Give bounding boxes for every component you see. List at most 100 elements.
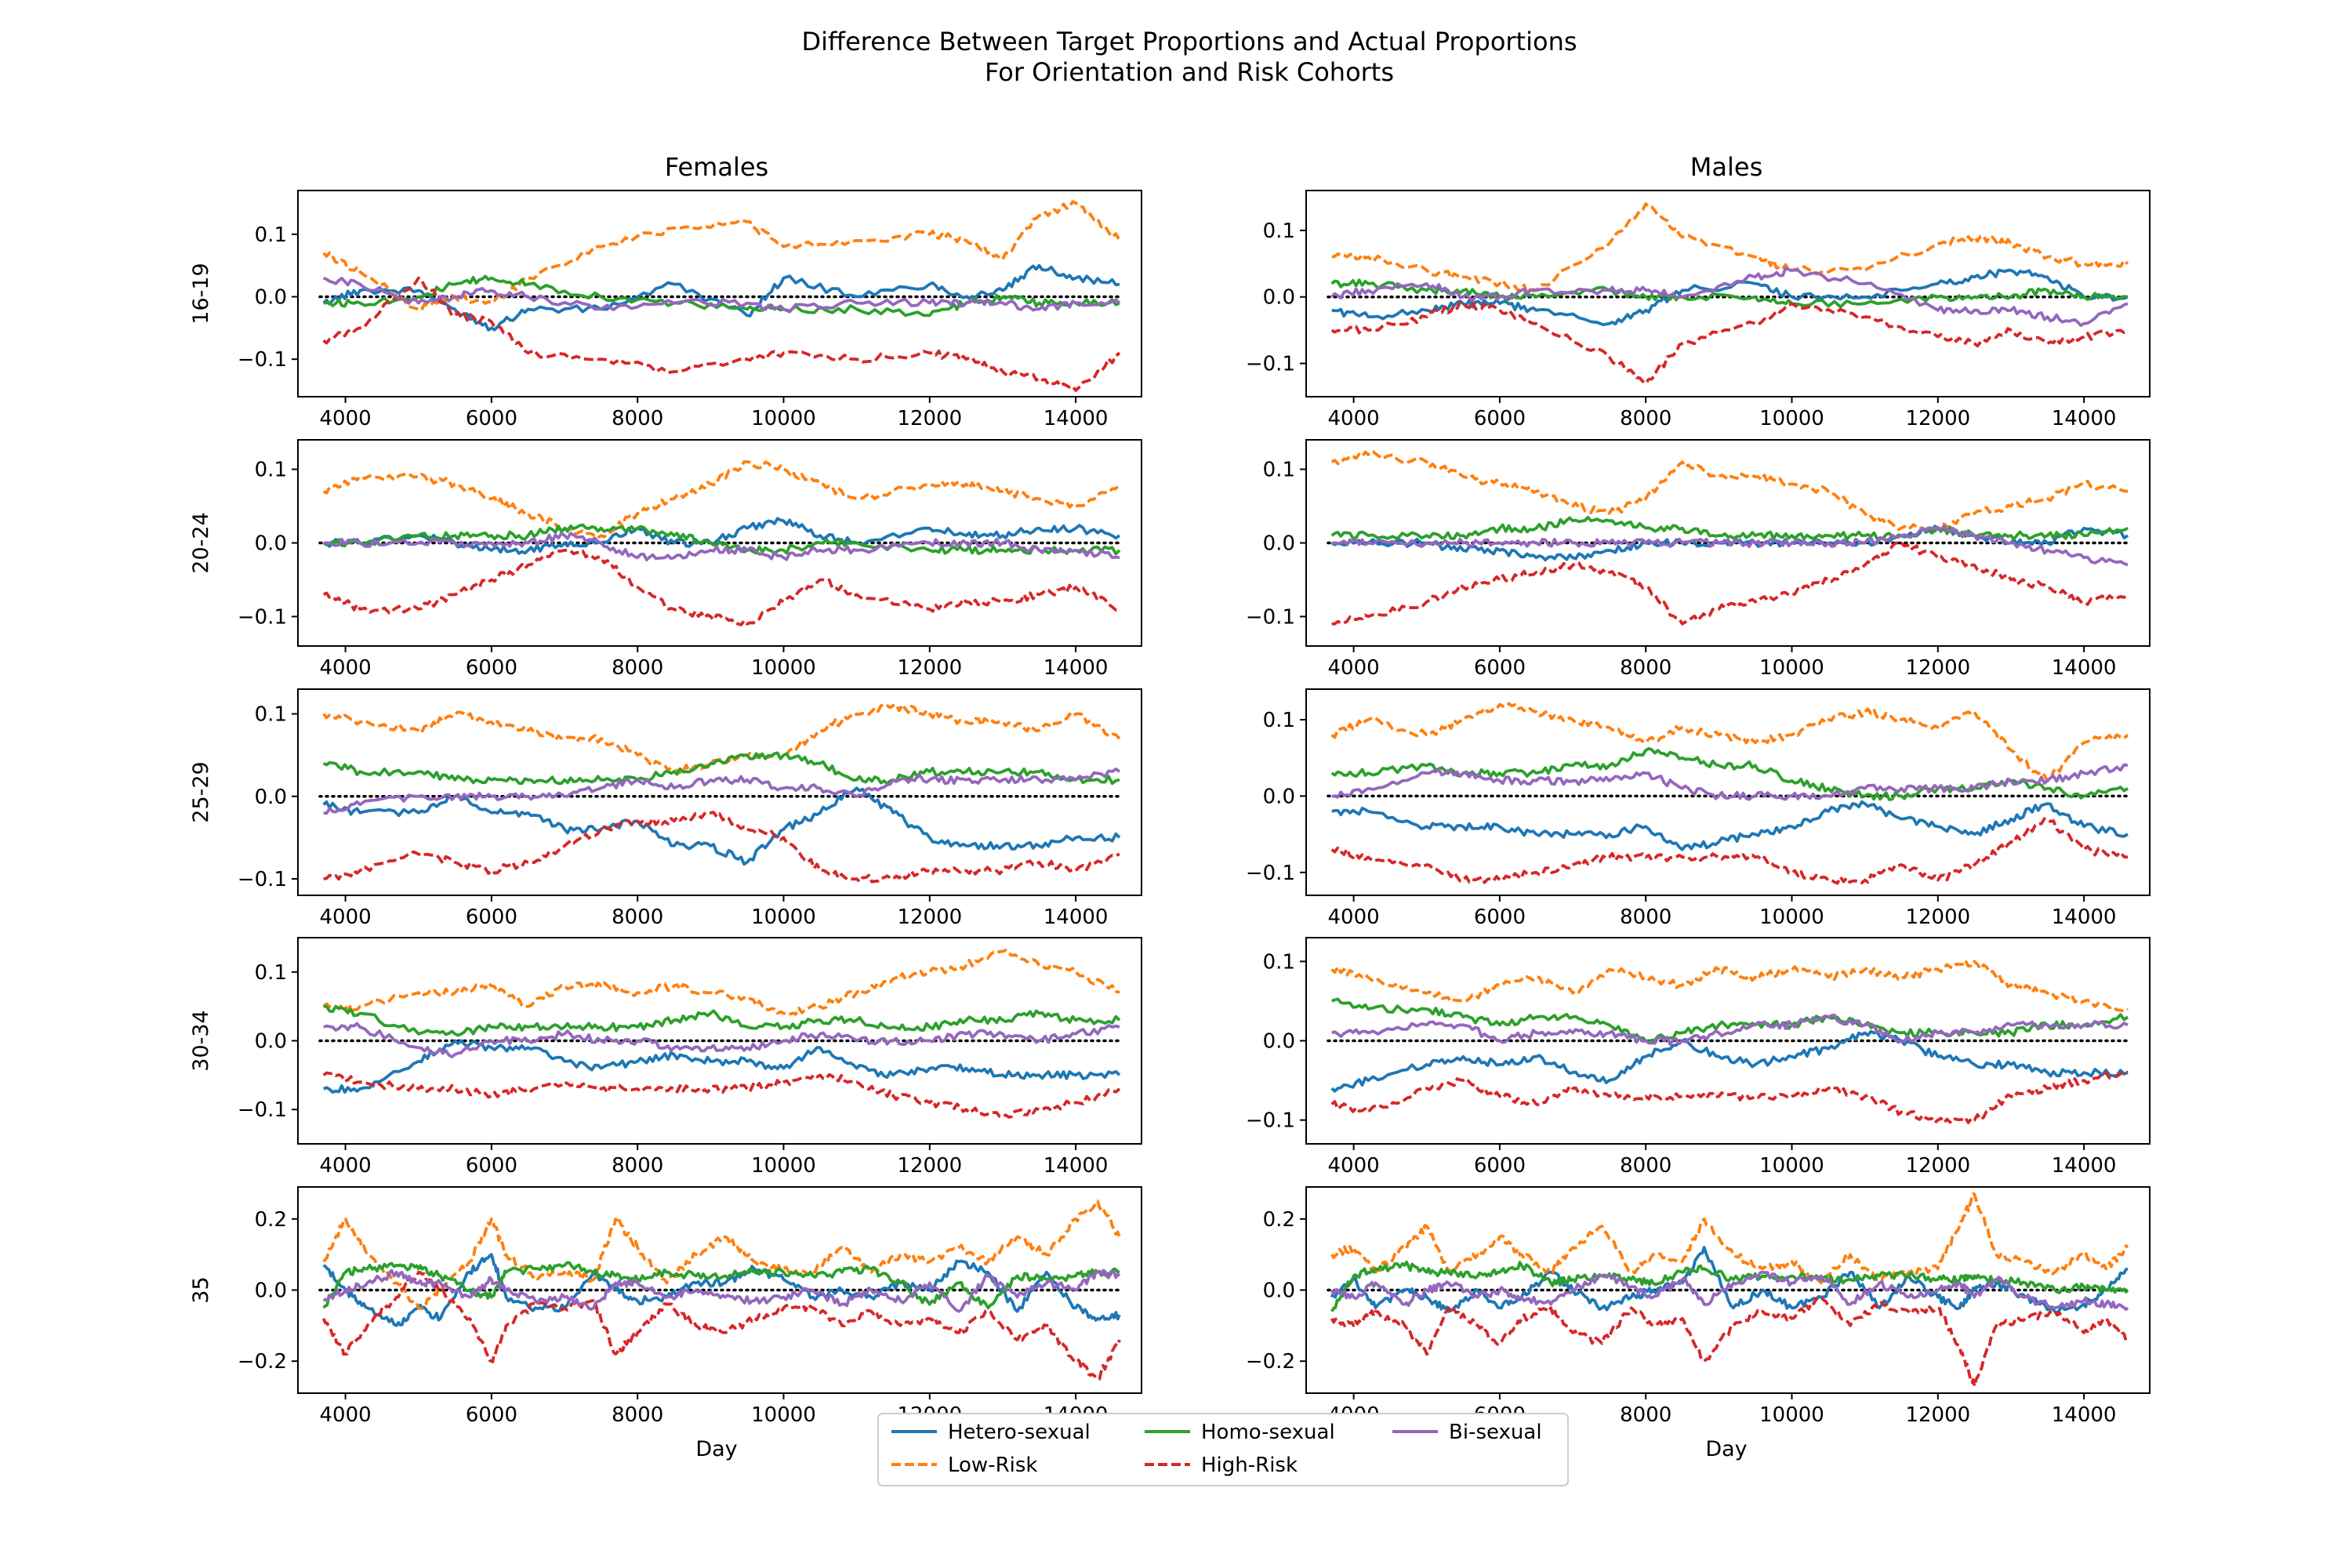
x-tick-label: 4000 bbox=[320, 656, 372, 680]
legend-item-homo: Homo-sexual bbox=[1145, 1421, 1335, 1444]
series-line-low bbox=[322, 460, 1121, 539]
series-line-high bbox=[1330, 817, 2129, 885]
series-line-hetero bbox=[1331, 800, 2129, 851]
x-tick-label: 8000 bbox=[1620, 656, 1671, 680]
x-tick-label: 10000 bbox=[751, 407, 816, 430]
row-label-16-19: 16-19 bbox=[189, 263, 213, 324]
x-tick-label: 12000 bbox=[1905, 656, 1970, 680]
y-tick-label: −0.1 bbox=[238, 348, 287, 372]
x-tick-label: 6000 bbox=[466, 656, 517, 680]
legend-label-high: High-Risk bbox=[1201, 1454, 1298, 1477]
series-line-bi bbox=[323, 1022, 1120, 1058]
y-tick-label: 0.0 bbox=[1263, 1030, 1295, 1054]
plot-frame bbox=[297, 688, 1142, 896]
x-tick-label: 12000 bbox=[897, 407, 962, 430]
series-line-bi bbox=[1330, 266, 2129, 328]
x-tick-label: 10000 bbox=[1759, 1403, 1824, 1427]
chart-title-line1: Difference Between Target Proportions an… bbox=[801, 27, 1577, 56]
x-tick-label: 6000 bbox=[1474, 1154, 1526, 1178]
series-line-high bbox=[322, 1071, 1121, 1119]
y-tick-label: −0.1 bbox=[238, 1098, 287, 1122]
x-tick-label: 10000 bbox=[1759, 906, 1824, 929]
panel-30-34-males: −0.1 0.0 0.1 4000 6000 8000 10000 12000 14000 bbox=[1246, 937, 2151, 1178]
row-label-30-34: 30-34 bbox=[189, 1010, 213, 1071]
series-line-low bbox=[1330, 450, 2129, 532]
series-line-bi bbox=[1330, 1270, 2129, 1311]
series-line-high bbox=[323, 811, 1120, 884]
series-line-hetero bbox=[322, 263, 1120, 332]
series-line-low bbox=[322, 1200, 1121, 1310]
series-line-low bbox=[322, 702, 1121, 775]
row-label-35: 35 bbox=[189, 1276, 213, 1303]
panel-grid: −0.1 0.0 0.1 4000 6000 8000 10000 12000 14000 16-… bbox=[189, 190, 2151, 1427]
x-tick-label: 8000 bbox=[612, 407, 663, 430]
y-tick-label: 0.1 bbox=[255, 223, 287, 247]
x-tick-label: 10000 bbox=[1759, 656, 1824, 680]
x-tick-label: 6000 bbox=[466, 1154, 517, 1178]
x-tick-label: 4000 bbox=[1328, 906, 1380, 929]
series-line-low bbox=[1330, 959, 2129, 1013]
x-tick-label: 4000 bbox=[320, 407, 372, 430]
series-line-bi bbox=[1331, 1013, 2129, 1047]
series-group bbox=[1330, 450, 2129, 626]
y-tick-label: 0.0 bbox=[1263, 286, 1295, 310]
x-tick-label: 14000 bbox=[1044, 407, 1109, 430]
legend-label-homo: Homo-sexual bbox=[1201, 1421, 1335, 1444]
column-title-males: Males bbox=[1690, 152, 1762, 182]
y-tick-label: −0.2 bbox=[238, 1350, 287, 1374]
y-tick-label: −0.1 bbox=[238, 868, 287, 891]
panel-30-34-females: −0.1 0.0 0.1 4000 6000 8000 10000 12000 14000 30-… bbox=[189, 937, 1142, 1178]
x-tick-label: 14000 bbox=[2052, 656, 2117, 680]
column-title-females: Females bbox=[665, 152, 768, 182]
x-tick-label: 8000 bbox=[1620, 1403, 1671, 1427]
x-tick-label: 4000 bbox=[320, 1403, 372, 1427]
series-line-high bbox=[322, 549, 1120, 626]
legend-item-hetero: Hetero-sexual bbox=[891, 1421, 1091, 1444]
y-tick-label: 0.1 bbox=[1263, 709, 1295, 732]
y-tick-label: 0.1 bbox=[1263, 459, 1295, 482]
series-line-homo bbox=[322, 523, 1121, 556]
x-tick-label: 14000 bbox=[2052, 1154, 2117, 1178]
x-tick-label: 4000 bbox=[320, 906, 372, 929]
legend-item-high: High-Risk bbox=[1145, 1454, 1298, 1477]
y-tick-label: 0.2 bbox=[1263, 1208, 1295, 1232]
series-line-high bbox=[1330, 1295, 2129, 1388]
series-line-low bbox=[322, 200, 1121, 312]
x-tick-label: 4000 bbox=[320, 1154, 372, 1178]
series-group bbox=[322, 200, 1121, 392]
y-tick-label: 0.0 bbox=[255, 1030, 287, 1054]
y-tick-label: 0.0 bbox=[255, 285, 287, 309]
y-tick-label: 0.0 bbox=[1263, 532, 1295, 556]
row-label-20-24: 20-24 bbox=[189, 512, 213, 573]
panel-16-19-males: −0.1 0.0 0.1 4000 6000 8000 10000 12000 14000 bbox=[1246, 190, 2151, 430]
x-axis-label-males: Day bbox=[1705, 1437, 1747, 1461]
series-group bbox=[1330, 202, 2129, 385]
series-group bbox=[322, 702, 1121, 884]
panel-16-19-females: −0.1 0.0 0.1 4000 6000 8000 10000 12000 14000 16-… bbox=[189, 190, 1142, 430]
series-line-hetero bbox=[1330, 1029, 2129, 1093]
series-group bbox=[322, 460, 1121, 626]
row-label-25-29: 25-29 bbox=[189, 761, 213, 822]
x-tick-label: 14000 bbox=[2052, 906, 2117, 929]
panel-20-24-females: −0.1 0.0 0.1 4000 6000 8000 10000 12000 14000 20-… bbox=[189, 439, 1142, 680]
series-line-homo bbox=[323, 274, 1120, 318]
series-line-low bbox=[1330, 702, 2129, 782]
x-tick-label: 14000 bbox=[1044, 906, 1109, 929]
x-tick-label: 10000 bbox=[1759, 407, 1824, 430]
series-line-high bbox=[1330, 299, 2129, 385]
y-tick-label: 0.0 bbox=[1263, 785, 1295, 808]
panel-25-29-females: −0.1 0.0 0.1 4000 6000 8000 10000 12000 14000 25-… bbox=[189, 688, 1142, 929]
y-tick-label: −0.1 bbox=[1246, 862, 1295, 885]
y-tick-label: −0.1 bbox=[238, 605, 287, 629]
legend-label-bi: Bi-sexual bbox=[1449, 1421, 1542, 1444]
series-group bbox=[322, 949, 1121, 1119]
legend-item-low: Low-Risk bbox=[891, 1454, 1037, 1477]
y-tick-label: 0.1 bbox=[255, 961, 287, 985]
x-tick-label: 6000 bbox=[466, 407, 517, 430]
x-tick-label: 4000 bbox=[1328, 656, 1380, 680]
series-line-high bbox=[322, 276, 1121, 392]
series-line-high bbox=[1331, 541, 2129, 626]
x-tick-label: 12000 bbox=[1905, 906, 1970, 929]
x-tick-label: 14000 bbox=[1044, 656, 1109, 680]
